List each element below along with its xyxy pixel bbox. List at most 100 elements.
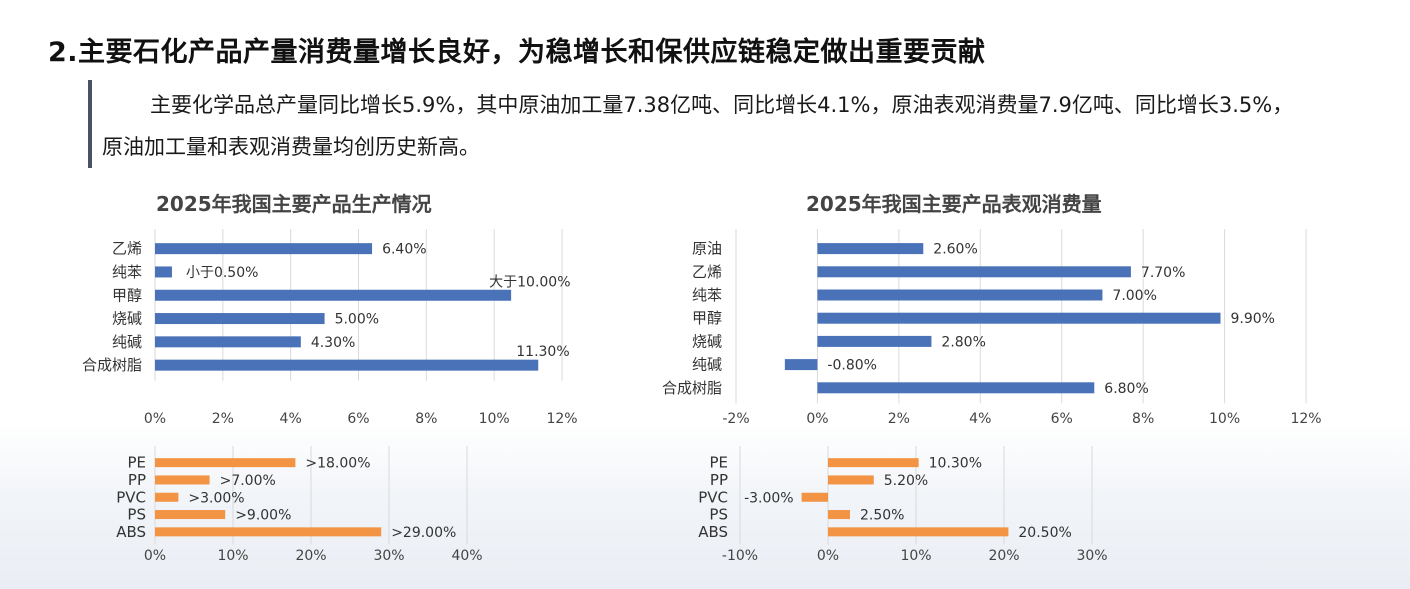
consumption-resins-category-label: ABS — [698, 523, 728, 541]
production-main-tick-label: 4% — [280, 411, 302, 427]
consumption-resins-chart: -10% 0% 10% 20% 30% PE 10.30% PP 5.20% PVC -3.00% P… — [698, 446, 1108, 564]
consumption-resins-tick-label: 20% — [988, 548, 1019, 564]
consumption-chart-title: 2025年我国主要产品表观消费量 — [806, 192, 1102, 216]
production-main-data-label: 6.40% — [382, 242, 426, 258]
consumption-main-bar — [784, 359, 818, 371]
production-main-chart: 0% 2% 4% 6% 8% 10% 12% 乙烯 6.40% 纯苯 小于0.50% 甲醇 大于10.0… — [82, 229, 578, 427]
production-resins-category-label: ABS — [116, 523, 146, 541]
production-chart-title: 2025年我国主要产品生产情况 — [156, 192, 432, 216]
production-resins-tick-label: 20% — [295, 548, 326, 564]
consumption-main-data-label: 7.70% — [1141, 265, 1185, 281]
consumption-resins-tick-label: 10% — [900, 548, 931, 564]
production-main-tick-label: 12% — [546, 411, 577, 427]
consumption-main-bar — [817, 289, 1103, 301]
consumption-main-data-label: 2.60% — [933, 242, 977, 258]
consumption-main-category-label: 烧碱 — [692, 332, 722, 350]
production-resins-bar — [155, 510, 226, 520]
consumption-main-data-label: -0.80% — [827, 358, 877, 374]
consumption-main-category-label: 乙烯 — [692, 263, 722, 281]
consumption-main-data-label: 2.80% — [941, 334, 985, 350]
production-main-bar — [155, 336, 301, 348]
consumption-resins-data-label: 20.50% — [1018, 525, 1071, 541]
consumption-resins-category-label: PP — [710, 471, 728, 489]
consumption-main-tick-label: -2% — [722, 411, 749, 427]
production-resins-tick-label: 0% — [144, 548, 166, 564]
consumption-main-chart: -2% 0% 2% 4% 6% 8% 10% 12% 原油 2.60% 乙烯 7.70% 纯苯 7.00%… — [662, 229, 1322, 427]
consumption-main-category-label: 甲醇 — [692, 309, 722, 327]
production-main-bar — [155, 243, 373, 255]
consumption-main-tick-label: 6% — [1051, 411, 1073, 427]
production-main-category-label: 烧碱 — [112, 310, 142, 328]
production-resins-category-label: PP — [128, 471, 146, 489]
production-main-tick-label: 2% — [212, 411, 234, 427]
consumption-main-tick-label: 10% — [1209, 411, 1240, 427]
consumption-main-tick-label: 2% — [888, 411, 910, 427]
consumption-main-bar — [817, 243, 924, 255]
consumption-resins-tick-label: 30% — [1076, 548, 1107, 564]
production-main-category-label: 纯碱 — [112, 333, 142, 351]
consumption-resins-bar — [828, 527, 1009, 537]
production-main-tick-label: 0% — [144, 411, 166, 427]
production-resins-bar — [155, 492, 179, 502]
consumption-resins-tick-label: -10% — [722, 548, 758, 564]
production-resins-tick-label: 30% — [373, 548, 404, 564]
production-resins-data-label: >18.00% — [305, 456, 370, 472]
production-main-category-label: 纯苯 — [112, 263, 142, 281]
production-main-category-label: 乙烯 — [112, 240, 142, 258]
production-resins-data-label: >29.00% — [391, 525, 456, 541]
consumption-resins-data-label: 10.30% — [929, 456, 982, 472]
production-main-bar — [155, 289, 512, 301]
consumption-resins-data-label: 5.20% — [884, 473, 928, 489]
production-resins-bar — [155, 475, 210, 485]
intro-paragraph: 主要化学品总产量同比增长5.9%，其中原油加工量7.38亿吨、同比增长4.1%，… — [102, 93, 1294, 159]
consumption-resins-category-label: PS — [709, 506, 728, 524]
consumption-main-bar — [817, 382, 1095, 394]
production-resins-data-label: >3.00% — [188, 490, 244, 506]
consumption-main-data-label: 7.00% — [1112, 288, 1156, 304]
consumption-main-category-label: 纯苯 — [692, 286, 722, 304]
production-main-bar — [155, 266, 172, 278]
production-main-category-label: 合成树脂 — [82, 356, 142, 374]
production-main-data-label: 5.00% — [335, 312, 379, 328]
production-main-tick-label: 6% — [347, 411, 369, 427]
consumption-main-tick-label: 4% — [969, 411, 991, 427]
production-main-data-label: 11.30% — [516, 344, 569, 360]
production-main-bar — [155, 359, 539, 371]
consumption-main-tick-label: 8% — [1132, 411, 1154, 427]
consumption-main-data-label: 6.80% — [1104, 381, 1148, 397]
consumption-main-category-label: 原油 — [692, 240, 722, 258]
production-resins-tick-label: 40% — [451, 548, 482, 564]
production-resins-chart: 0% 10% 20% 30% 40% PE >18.00% PP >7.00% PVC >3.00%… — [116, 446, 483, 564]
page-title: 2.主要石化产品产量消费量增长良好，为稳增长和保供应链稳定做出重要贡献 — [48, 37, 986, 68]
production-main-data-label: 4.30% — [311, 335, 355, 351]
consumption-resins-data-label: -3.00% — [744, 490, 794, 506]
consumption-resins-tick-label: 0% — [817, 548, 839, 564]
consumption-resins-bar — [801, 492, 828, 502]
consumption-resins-bar — [828, 475, 874, 485]
production-main-tick-label: 8% — [415, 411, 437, 427]
production-main-bar — [155, 313, 325, 325]
consumption-resins-category-label: PE — [709, 454, 728, 472]
consumption-main-category-label: 合成树脂 — [662, 379, 722, 397]
production-resins-data-label: >7.00% — [220, 473, 276, 489]
consumption-resins-category-label: PVC — [698, 488, 728, 506]
production-main-data-label: 小于0.50% — [186, 265, 258, 281]
production-resins-category-label: PS — [127, 506, 146, 524]
production-resins-category-label: PVC — [116, 488, 146, 506]
production-main-data-label: 大于10.00% — [489, 274, 570, 290]
quote-bar — [88, 80, 92, 168]
consumption-main-bar — [817, 335, 932, 347]
production-resins-data-label: >9.00% — [235, 508, 291, 524]
consumption-main-bar — [817, 266, 1131, 278]
consumption-resins-bar — [828, 510, 850, 520]
consumption-resins-data-label: 2.50% — [860, 508, 904, 524]
production-resins-category-label: PE — [127, 454, 146, 472]
production-resins-tick-label: 10% — [217, 548, 248, 564]
consumption-resins-bar — [828, 458, 919, 468]
consumption-main-bar — [817, 312, 1221, 324]
consumption-main-tick-label: 0% — [806, 411, 828, 427]
production-resins-bar — [155, 527, 382, 537]
consumption-main-category-label: 纯碱 — [692, 356, 722, 374]
production-main-tick-label: 10% — [479, 411, 510, 427]
production-resins-bar — [155, 458, 296, 468]
